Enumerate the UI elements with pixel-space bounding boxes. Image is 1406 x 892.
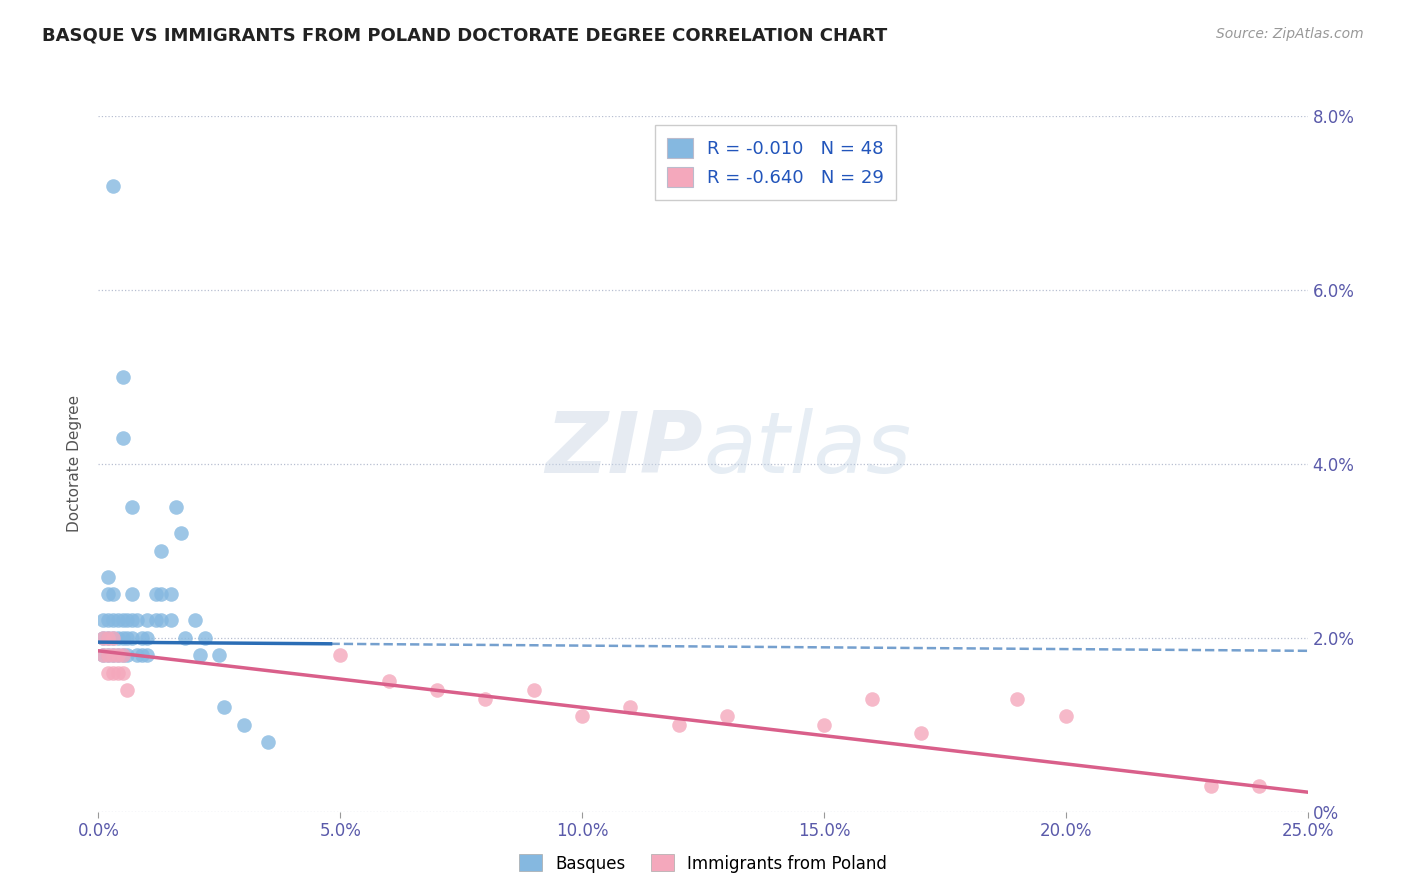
Point	[111, 614, 134, 628]
Text: ZIP: ZIP	[546, 409, 703, 491]
Point	[474, 691, 496, 706]
Point	[117, 683, 139, 698]
Point	[208, 648, 231, 662]
Point	[1199, 779, 1222, 793]
Point	[117, 614, 139, 628]
Point	[232, 717, 254, 731]
Point	[145, 587, 167, 601]
Point	[101, 648, 124, 662]
Point	[127, 614, 149, 628]
Point	[101, 587, 124, 601]
Point	[135, 614, 157, 628]
Point	[135, 631, 157, 645]
Point	[107, 648, 129, 662]
Point	[111, 648, 134, 662]
Point	[135, 648, 157, 662]
Point	[107, 648, 129, 662]
Point	[121, 631, 143, 645]
Point	[184, 614, 207, 628]
Text: atlas: atlas	[703, 409, 911, 491]
Point	[150, 544, 173, 558]
Point	[97, 665, 120, 680]
Point	[111, 431, 134, 445]
Point	[97, 631, 120, 645]
Point	[97, 631, 120, 645]
Point	[619, 700, 641, 714]
Point	[571, 709, 593, 723]
Point	[377, 674, 399, 689]
Point	[121, 587, 143, 601]
Point	[131, 631, 153, 645]
Point	[91, 648, 114, 662]
Point	[101, 648, 124, 662]
Point	[169, 526, 191, 541]
Point	[107, 614, 129, 628]
Point	[111, 665, 134, 680]
Point	[111, 631, 134, 645]
Y-axis label: Doctorate Degree: Doctorate Degree	[67, 395, 83, 533]
Point	[256, 735, 278, 749]
Point	[127, 648, 149, 662]
Legend: Basques, Immigrants from Poland: Basques, Immigrants from Poland	[512, 847, 894, 880]
Point	[165, 500, 187, 515]
Point	[107, 665, 129, 680]
Point	[91, 614, 114, 628]
Point	[97, 648, 120, 662]
Point	[97, 587, 120, 601]
Point	[111, 648, 134, 662]
Point	[160, 587, 183, 601]
Point	[117, 648, 139, 662]
Point	[1054, 709, 1077, 723]
Point	[101, 614, 124, 628]
Point	[101, 631, 124, 645]
Point	[910, 726, 932, 740]
Point	[91, 631, 114, 645]
Point	[145, 614, 167, 628]
Point	[212, 700, 235, 714]
Point	[91, 648, 114, 662]
Point	[97, 614, 120, 628]
Point	[716, 709, 738, 723]
Point	[107, 631, 129, 645]
Point	[1249, 779, 1271, 793]
Point	[1007, 691, 1029, 706]
Point	[121, 500, 143, 515]
Point	[111, 369, 134, 384]
Point	[860, 691, 883, 706]
Point	[150, 587, 173, 601]
Point	[101, 178, 124, 193]
Point	[91, 631, 114, 645]
Point	[131, 648, 153, 662]
Point	[813, 717, 835, 731]
Point	[188, 648, 211, 662]
Point	[329, 648, 352, 662]
Point	[121, 614, 143, 628]
Point	[101, 631, 124, 645]
Text: Source: ZipAtlas.com: Source: ZipAtlas.com	[1216, 27, 1364, 41]
Point	[174, 631, 197, 645]
Point	[97, 648, 120, 662]
Point	[150, 614, 173, 628]
Point	[101, 665, 124, 680]
Point	[97, 570, 120, 584]
Point	[523, 683, 546, 698]
Point	[426, 683, 449, 698]
Point	[160, 614, 183, 628]
Point	[194, 631, 217, 645]
Point	[668, 717, 690, 731]
Point	[117, 631, 139, 645]
Legend: R = -0.010   N = 48, R = -0.640   N = 29: R = -0.010 N = 48, R = -0.640 N = 29	[655, 125, 897, 200]
Text: BASQUE VS IMMIGRANTS FROM POLAND DOCTORATE DEGREE CORRELATION CHART: BASQUE VS IMMIGRANTS FROM POLAND DOCTORA…	[42, 27, 887, 45]
